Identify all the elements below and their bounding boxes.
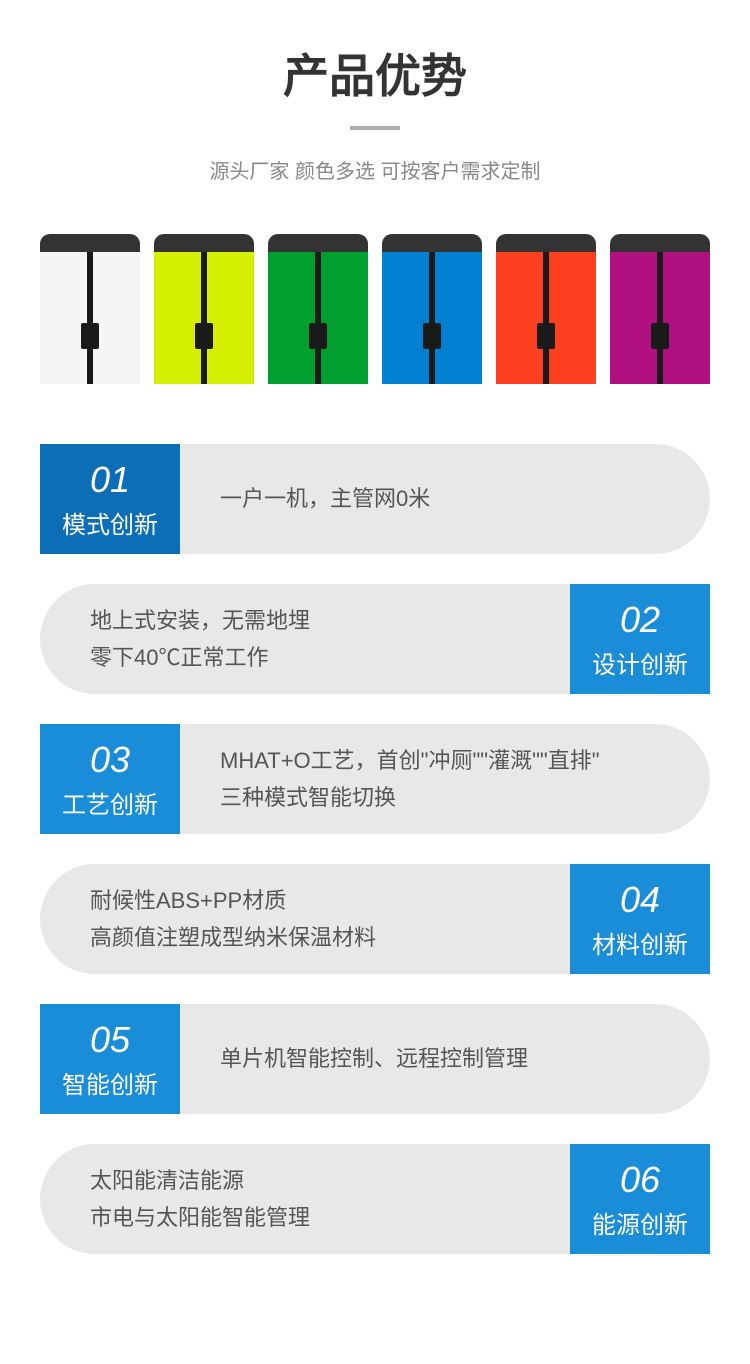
feature-badge: 01 模式创新: [40, 444, 180, 554]
product-body: [610, 252, 710, 384]
feature-item: 06能源创新太阳能清洁能源市电与太阳能智能管理: [40, 1144, 710, 1254]
title-divider: [350, 126, 400, 130]
feature-number: 06: [620, 1159, 660, 1201]
product-swatch: [40, 234, 140, 384]
feature-text-line: 太阳能清洁能源: [90, 1162, 540, 1199]
feature-number: 03: [90, 739, 130, 781]
feature-text-line: 零下40℃正常工作: [90, 639, 540, 676]
feature-badge: 06 能源创新: [570, 1144, 710, 1254]
feature-text-line: 三种模式智能切换: [220, 779, 660, 816]
product-body: [496, 252, 596, 384]
product-center-line: [657, 252, 663, 384]
feature-text-line: 地上式安装，无需地埋: [90, 602, 540, 639]
product-center-line: [201, 252, 207, 384]
feature-number: 01: [90, 459, 130, 501]
feature-item: 04材料创新耐候性ABS+PP材质高颜值注塑成型纳米保温材料: [40, 864, 710, 974]
feature-badge: 05 智能创新: [40, 1004, 180, 1114]
feature-number: 05: [90, 1019, 130, 1061]
product-center-line: [543, 252, 549, 384]
feature-item: 03 工艺创新 MHAT+O工艺，首创"冲厕""灌溉""直排"三种模式智能切换: [40, 724, 710, 834]
feature-list: 01模式创新一户一机，主管网0米02设计创新地上式安装，无需地埋零下40℃正常工…: [40, 444, 710, 1254]
feature-label: 模式创新: [62, 505, 158, 540]
feature-text-line: 单片机智能控制、远程控制管理: [220, 1040, 660, 1077]
feature-content: 一户一机，主管网0米: [180, 444, 710, 554]
feature-label: 智能创新: [62, 1065, 158, 1100]
feature-label: 工艺创新: [62, 785, 158, 820]
product-top: [40, 234, 140, 252]
product-body: [40, 252, 140, 384]
product-top: [154, 234, 254, 252]
product-swatch: [496, 234, 596, 384]
feature-text-line: MHAT+O工艺，首创"冲厕""灌溉""直排": [220, 742, 660, 779]
product-panel: [423, 323, 441, 349]
feature-number: 04: [620, 879, 660, 921]
feature-number: 02: [620, 599, 660, 641]
feature-item: 02设计创新地上式安装，无需地埋零下40℃正常工作: [40, 584, 710, 694]
product-center-line: [315, 252, 321, 384]
feature-content: MHAT+O工艺，首创"冲厕""灌溉""直排"三种模式智能切换: [180, 724, 710, 834]
product-panel: [195, 323, 213, 349]
feature-text-line: 高颜值注塑成型纳米保温材料: [90, 919, 540, 956]
feature-content: 耐候性ABS+PP材质高颜值注塑成型纳米保温材料: [40, 864, 570, 974]
product-body: [154, 252, 254, 384]
feature-text-line: 市电与太阳能智能管理: [90, 1199, 540, 1236]
product-color-row: [40, 234, 710, 384]
feature-item: 05 智能创新 单片机智能控制、远程控制管理: [40, 1004, 710, 1114]
feature-text-line: 一户一机，主管网0米: [220, 480, 660, 517]
product-panel: [537, 323, 555, 349]
feature-badge: 03 工艺创新: [40, 724, 180, 834]
feature-content: 单片机智能控制、远程控制管理: [180, 1004, 710, 1114]
product-top: [382, 234, 482, 252]
product-panel: [81, 323, 99, 349]
product-center-line: [429, 252, 435, 384]
feature-label: 材料创新: [592, 925, 688, 960]
feature-content: 地上式安装，无需地埋零下40℃正常工作: [40, 584, 570, 694]
feature-text-line: 耐候性ABS+PP材质: [90, 882, 540, 919]
page-subtitle: 源头厂家 颜色多选 可按客户需求定制: [40, 155, 710, 184]
feature-badge: 02 设计创新: [570, 584, 710, 694]
page-title: 产品优势: [40, 40, 710, 106]
feature-label: 能源创新: [592, 1205, 688, 1240]
feature-badge: 04 材料创新: [570, 864, 710, 974]
product-top: [496, 234, 596, 252]
product-panel: [309, 323, 327, 349]
feature-label: 设计创新: [592, 645, 688, 680]
product-swatch: [268, 234, 368, 384]
product-body: [268, 252, 368, 384]
product-swatch: [382, 234, 482, 384]
product-body: [382, 252, 482, 384]
product-swatch: [610, 234, 710, 384]
product-top: [610, 234, 710, 252]
feature-content: 太阳能清洁能源市电与太阳能智能管理: [40, 1144, 570, 1254]
product-panel: [651, 323, 669, 349]
feature-item: 01 模式创新 一户一机，主管网0米: [40, 444, 710, 554]
product-swatch: [154, 234, 254, 384]
product-top: [268, 234, 368, 252]
product-center-line: [87, 252, 93, 384]
